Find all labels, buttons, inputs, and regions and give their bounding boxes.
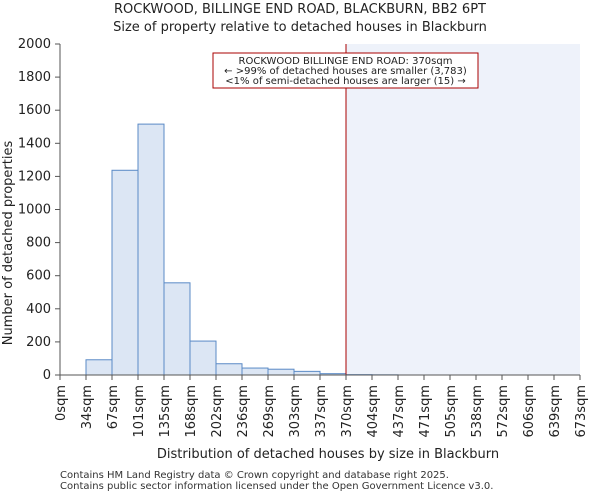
x-tick-label: 269sqm <box>262 385 277 438</box>
bar <box>137 123 165 376</box>
annotation-line: ROCKWOOD BILLINGE END ROAD: 370sqm <box>239 56 453 67</box>
y-tick-label: 1400 <box>18 136 51 151</box>
bar <box>215 363 243 376</box>
x-tick-label: 505sqm <box>444 385 459 438</box>
x-tick-label: 673sqm <box>574 385 589 438</box>
x-tick-label: 606sqm <box>522 385 537 438</box>
x-tick-label: 168sqm <box>184 385 199 438</box>
y-tick-label: 1600 <box>18 103 51 118</box>
footer-line-1: Contains HM Land Registry data © Crown c… <box>60 470 449 481</box>
y-tick-label: 1000 <box>18 203 51 218</box>
bar <box>267 368 295 376</box>
y-tick-label: 1800 <box>18 70 51 85</box>
x-tick-label: 572sqm <box>496 385 511 438</box>
x-tick-label: 67sqm <box>106 385 121 429</box>
y-tick-label: 600 <box>26 269 51 284</box>
bar <box>163 282 191 376</box>
x-tick-label: 370sqm <box>340 385 355 438</box>
x-tick-label: 202sqm <box>210 385 225 438</box>
annotation-line: <1% of semi-detached houses are larger (… <box>225 76 465 87</box>
x-tick-label: 0sqm <box>54 385 69 421</box>
x-tick-label: 236sqm <box>236 385 251 438</box>
y-axis-label: Number of detached properties <box>1 141 16 346</box>
y-tick-label: 200 <box>26 335 51 350</box>
y-tick-label: 1200 <box>18 169 51 184</box>
footer-line-2: Contains public sector information licen… <box>60 481 494 492</box>
annotation-box <box>212 52 479 89</box>
y-tick-label: 400 <box>26 302 51 317</box>
bar <box>111 169 139 376</box>
chart-subtitle: Size of property relative to detached ho… <box>113 20 487 35</box>
x-axis-label: Distribution of detached houses by size … <box>157 447 499 462</box>
x-tick-label: 471sqm <box>418 385 433 438</box>
highlight-region <box>346 44 580 375</box>
x-tick-label: 135sqm <box>158 385 173 438</box>
x-tick-label: 639sqm <box>548 385 563 438</box>
chart-title: ROCKWOOD, BILLINGE END ROAD, BLACKBURN, … <box>114 2 486 17</box>
bar <box>241 367 269 376</box>
x-tick-label: 303sqm <box>288 385 303 438</box>
y-tick-label: 2000 <box>18 37 51 52</box>
x-tick-label: 34sqm <box>80 385 95 429</box>
x-tick-label: 437sqm <box>392 385 407 438</box>
x-tick-label: 538sqm <box>470 385 485 438</box>
annotation-line: ← >99% of detached houses are smaller (3… <box>224 66 467 77</box>
bar <box>189 340 217 376</box>
x-tick-label: 404sqm <box>366 385 381 438</box>
x-tick-label: 337sqm <box>314 385 329 438</box>
bar <box>85 359 113 376</box>
y-tick-label: 800 <box>26 236 51 251</box>
bar <box>293 370 321 376</box>
y-tick-label: 0 <box>43 368 51 383</box>
x-tick-label: 101sqm <box>132 385 147 438</box>
